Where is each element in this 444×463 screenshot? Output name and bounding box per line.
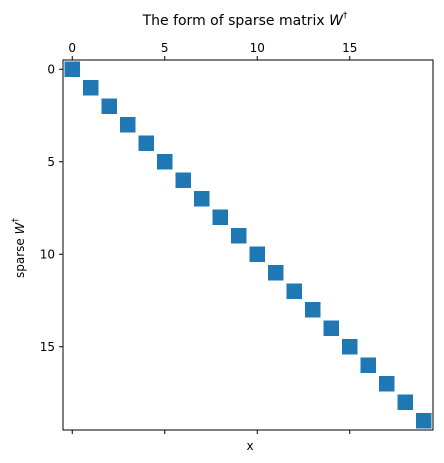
x-axis-label: x bbox=[246, 439, 253, 453]
x-tick-label: 15 bbox=[342, 41, 357, 55]
data-point bbox=[287, 284, 303, 300]
data-point bbox=[213, 210, 229, 226]
x-tick-label: 10 bbox=[250, 41, 265, 55]
title-symbol: W bbox=[329, 13, 344, 29]
data-point bbox=[416, 413, 432, 429]
data-point bbox=[157, 154, 173, 170]
chart-title: The form of sparse matrix W† bbox=[142, 11, 348, 29]
data-point bbox=[83, 80, 99, 96]
y-axis-label: sparse W† bbox=[11, 218, 27, 279]
data-point bbox=[120, 117, 136, 133]
data-point bbox=[65, 62, 81, 78]
y-label-superscript: † bbox=[11, 218, 21, 223]
data-point bbox=[194, 191, 210, 207]
x-tick-label: 5 bbox=[161, 41, 169, 55]
data-point bbox=[379, 376, 395, 392]
plot-frame bbox=[63, 60, 433, 430]
data-point bbox=[250, 247, 266, 263]
y-tick-label: 0 bbox=[47, 62, 55, 76]
y-tick-label: 10 bbox=[40, 247, 55, 261]
y-tick-label: 15 bbox=[40, 340, 55, 354]
data-point bbox=[139, 136, 155, 152]
y-label-text: sparse bbox=[13, 238, 27, 278]
title-text: The form of sparse matrix bbox=[142, 13, 325, 29]
data-point bbox=[176, 173, 192, 189]
data-point bbox=[398, 395, 414, 411]
data-point bbox=[268, 265, 284, 281]
data-point bbox=[361, 358, 377, 374]
plot-area: 0 5 10 15 0 5 10 15 bbox=[40, 41, 433, 434]
title-superscript: † bbox=[343, 11, 348, 21]
x-tick-label: 0 bbox=[68, 41, 76, 55]
data-point bbox=[342, 339, 358, 355]
data-point bbox=[324, 321, 340, 337]
data-point bbox=[231, 228, 247, 244]
y-tick-label: 5 bbox=[47, 155, 55, 169]
data-point bbox=[305, 302, 321, 318]
data-point bbox=[102, 99, 118, 115]
